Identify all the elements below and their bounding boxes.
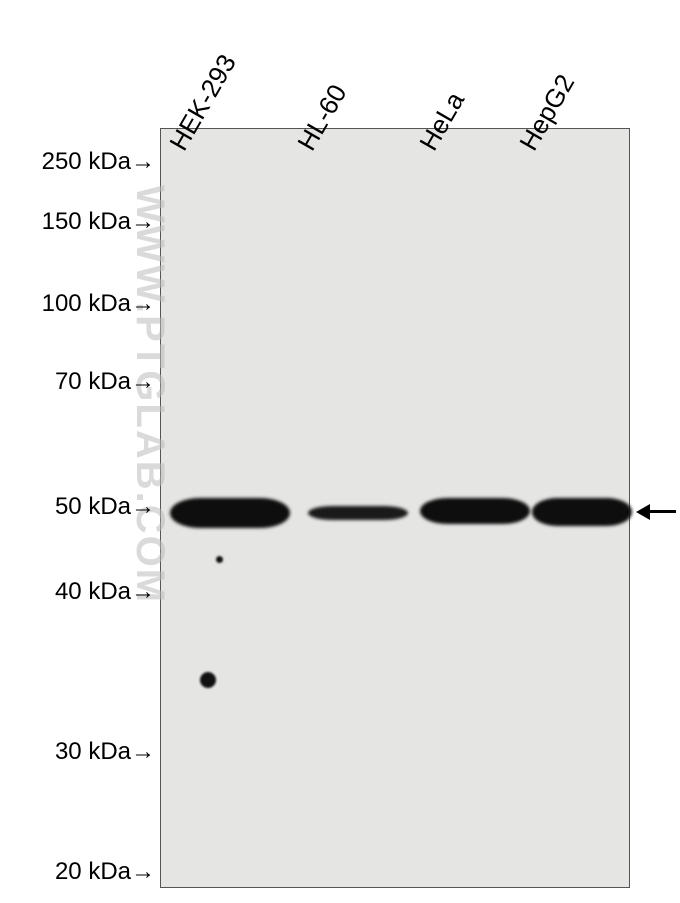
arrow-right-icon: →	[131, 148, 155, 175]
mw-value: 30 kDa	[55, 738, 131, 765]
arrow-right-icon: →	[131, 208, 155, 235]
mw-marker: 100 kDa→	[42, 290, 155, 318]
mw-value: 70 kDa	[55, 368, 131, 395]
target-arrow-line	[650, 510, 676, 513]
mw-marker: 40 kDa→	[55, 578, 155, 606]
mw-value: 150 kDa	[42, 208, 131, 235]
mw-value: 250 kDa	[42, 148, 131, 175]
arrow-right-icon: →	[131, 858, 155, 885]
band-hek293	[170, 498, 290, 528]
band-hl60	[308, 506, 408, 520]
target-arrow-icon	[636, 504, 650, 520]
arrow-right-icon: →	[131, 578, 155, 605]
mw-marker: 50 kDa→	[55, 493, 155, 521]
mw-value: 100 kDa	[42, 290, 131, 317]
arrow-right-icon: →	[131, 290, 155, 317]
mw-marker: 250 kDa→	[42, 148, 155, 176]
band-hepg2	[532, 498, 632, 526]
artifact-spot	[200, 672, 216, 688]
mw-marker: 150 kDa→	[42, 208, 155, 236]
arrow-right-icon: →	[131, 738, 155, 765]
artifact-spot	[216, 556, 223, 563]
mw-value: 40 kDa	[55, 578, 131, 605]
blot-figure: WWW.PTGLAB.COM HEK-293 HL-60 HeLa HepG2 …	[0, 0, 680, 903]
mw-marker: 70 kDa→	[55, 368, 155, 396]
mw-value: 50 kDa	[55, 493, 131, 520]
arrow-right-icon: →	[131, 493, 155, 520]
mw-marker: 30 kDa→	[55, 738, 155, 766]
band-hela	[420, 498, 530, 524]
mw-marker: 20 kDa→	[55, 858, 155, 886]
mw-value: 20 kDa	[55, 858, 131, 885]
arrow-right-icon: →	[131, 368, 155, 395]
